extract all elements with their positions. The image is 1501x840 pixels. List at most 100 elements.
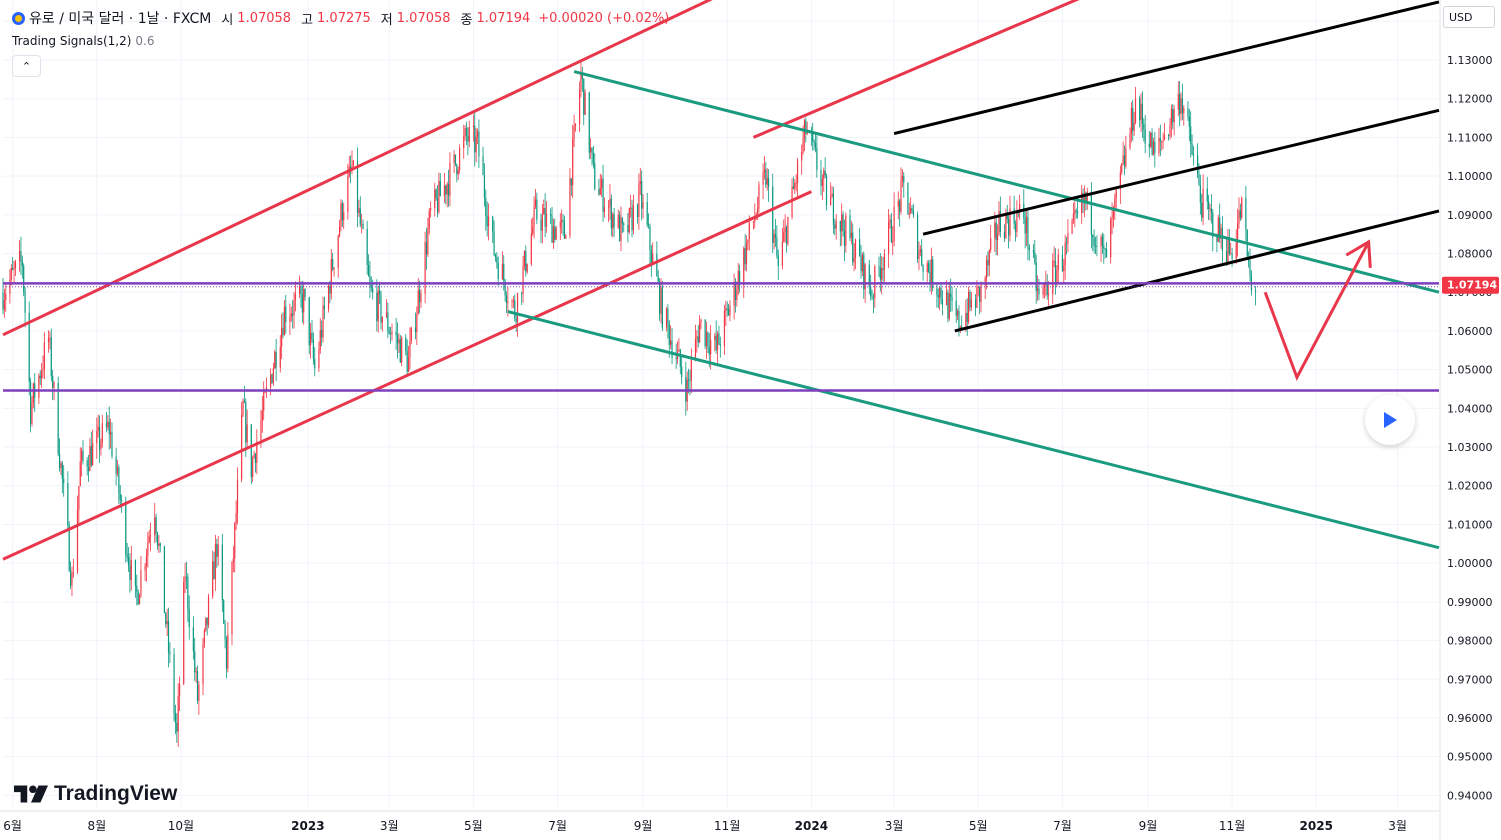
candle-body	[60, 463, 62, 469]
candle-body	[785, 227, 788, 244]
tradingview-logo[interactable]: TradingView	[14, 782, 177, 806]
candle-body	[656, 253, 658, 277]
candle-body	[1076, 211, 1079, 214]
candle-body	[970, 299, 972, 308]
candle-body	[361, 224, 363, 226]
candle-body	[416, 314, 418, 332]
candle-body	[329, 285, 331, 294]
candle-body	[256, 441, 258, 463]
candle-body	[224, 623, 226, 640]
candle-body	[696, 336, 698, 339]
time-tick-label: 7월	[1053, 819, 1072, 833]
candle-body	[1035, 262, 1037, 291]
candle-body	[467, 135, 469, 142]
candle-body	[304, 288, 306, 298]
candle-body	[42, 369, 44, 372]
candle-body	[294, 293, 297, 300]
candle-body	[941, 299, 944, 306]
candle-body	[81, 450, 83, 462]
time-tick-label: 6월	[3, 819, 22, 833]
price-tick-label: 1.03000	[1447, 441, 1493, 454]
candle-body	[516, 293, 519, 323]
candle-body	[646, 202, 648, 225]
candle-body	[109, 432, 112, 435]
candle-body	[398, 339, 400, 344]
candle-body	[762, 172, 764, 185]
candle-body	[940, 287, 942, 300]
candle-body	[405, 337, 407, 352]
indicator-legend[interactable]: Trading Signals(1,2) 0.6	[12, 34, 155, 48]
candle-body	[358, 208, 360, 214]
symbol-title[interactable]: 유로 / 미국 달러 · 1날 · FXCM	[29, 11, 212, 27]
candle-body	[821, 179, 823, 186]
time-axis[interactable]: 6월 8월 10월 2023 3월 5월 7월 9월 11월 2024 3월 5월 7월 9월 11월 202…	[0, 810, 1439, 833]
candle-body	[1150, 132, 1152, 147]
candle-body	[1180, 98, 1182, 115]
candle-body	[359, 208, 361, 225]
candle-body	[148, 536, 150, 543]
candle-body	[300, 286, 302, 295]
candle-body	[283, 306, 286, 336]
scroll-to-realtime-button[interactable]	[1365, 395, 1415, 445]
candle-body	[1181, 98, 1184, 114]
currency-button[interactable]: USD	[1443, 6, 1495, 28]
chart-drawings[interactable]	[2, 0, 1440, 561]
candle-body	[154, 517, 156, 536]
candle-body	[950, 293, 952, 298]
candle-body	[476, 131, 479, 137]
candle-body	[545, 213, 548, 227]
candle-body	[1036, 288, 1039, 291]
candle-body	[572, 138, 574, 186]
candle-body	[424, 242, 426, 294]
candle-body	[544, 208, 546, 227]
euro-dollar-flag-icon[interactable]	[12, 11, 25, 25]
candle-body	[665, 308, 668, 328]
candle-body	[1161, 141, 1163, 143]
candle-body	[38, 375, 40, 398]
candle-body	[1169, 125, 1171, 136]
candle-body	[136, 585, 138, 592]
candle-body	[783, 232, 785, 242]
candle-body	[487, 216, 490, 227]
candle-body	[1067, 233, 1069, 244]
time-tick-label: 11월	[714, 819, 740, 833]
candle-body	[540, 219, 542, 231]
candle-body	[1254, 290, 1257, 292]
candle-body	[129, 565, 131, 580]
candle-body	[496, 257, 498, 263]
candle-body	[1053, 260, 1055, 262]
price-tick-label: 1.01000	[1447, 518, 1493, 531]
red-channel-middle	[752, 0, 1080, 139]
candle-body	[1172, 108, 1174, 123]
candle-body	[362, 224, 364, 229]
candle-body	[881, 268, 883, 280]
candle-body	[1201, 202, 1203, 218]
candle-body	[23, 265, 25, 292]
candle-body	[551, 215, 553, 243]
candle-body	[427, 229, 429, 255]
candle-body	[147, 542, 149, 556]
candle-body	[998, 211, 1000, 235]
candle-body	[642, 202, 644, 209]
candle-body	[183, 582, 185, 685]
candle-body	[526, 263, 528, 272]
candle-body	[217, 544, 219, 557]
candle-body	[282, 327, 284, 336]
candle-body	[203, 630, 205, 644]
candle-body	[242, 400, 244, 416]
price-axis[interactable]: 1.140001.130001.120001.110001.100001.090…	[1439, 0, 1499, 840]
candle-body	[399, 339, 401, 363]
candle-body	[494, 254, 497, 258]
candle-body	[929, 271, 931, 284]
time-tick-label: 9월	[634, 819, 653, 833]
black-channel-lower	[954, 209, 1440, 333]
candle-body	[598, 189, 600, 195]
candle-body	[657, 276, 659, 282]
collapse-legend-button[interactable]: ⌃	[12, 55, 41, 77]
candle-body	[588, 92, 590, 153]
symbol-header: 유로 / 미국 달러 · 1날 · FXCM 시 1.07058 고 1.07275…	[12, 8, 669, 28]
price-tick-label: 1.05000	[1447, 364, 1493, 377]
candle-body	[92, 443, 94, 466]
candle-body	[1151, 132, 1153, 156]
